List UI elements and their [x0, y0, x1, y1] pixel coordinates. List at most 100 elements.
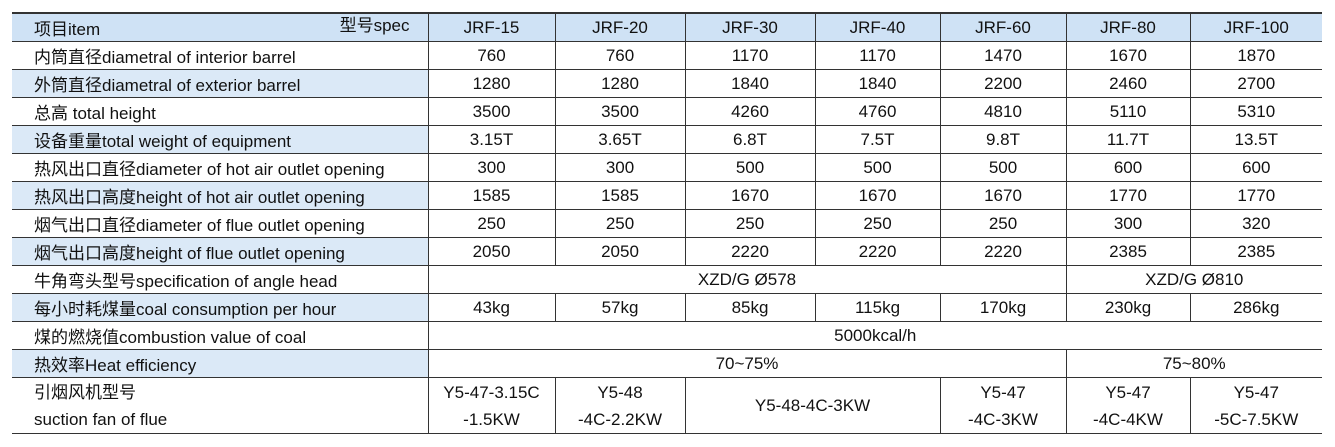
row-label: 烟气出口高度height of flue outlet opening	[12, 237, 428, 266]
row-label: 设备重量total weight of equipment	[12, 125, 428, 154]
model-header: JRF-30	[684, 12, 815, 42]
value-cell: 6.8T	[684, 125, 815, 154]
row-label: 内筒直径diametral of interior barrel	[12, 41, 428, 70]
header-corner-content: 项目item 型号spec	[34, 15, 428, 40]
value-cell: 7.5T	[814, 125, 940, 154]
row-label: 热效率Heat efficiency	[12, 349, 428, 378]
value-cell: Y5-48 -4C-2.2KW	[554, 377, 685, 434]
data-row: 每小时耗煤量coal consumption per hour 43kg 57kg 8…	[12, 293, 1322, 322]
value-cell-line: -1.5KW	[463, 409, 520, 429]
data-row: 烟气出口高度height of flue outlet opening 2050 2…	[12, 237, 1322, 266]
value-cell: 4760	[814, 97, 940, 126]
value-cell: 600	[1189, 153, 1322, 182]
value-cell: 1770	[1065, 181, 1190, 210]
value-cell: 250	[814, 209, 940, 238]
value-cell: 1670	[939, 181, 1066, 210]
data-row: 烟气出口直径diameter of flue outlet opening 250…	[12, 209, 1322, 238]
value-cell: 5310	[1189, 97, 1322, 126]
row-label: 烟气出口直径diameter of flue outlet opening	[12, 209, 428, 238]
value-cell: 1280	[554, 69, 685, 98]
value-cell: 1770	[1189, 181, 1322, 210]
data-row: 外筒直径diametral of exterior barrel 1280 1280…	[12, 69, 1322, 98]
value-cell: Y5-47-3.15C -1.5KW	[427, 377, 555, 434]
value-cell: 3500	[554, 97, 685, 126]
value-cell: 2220	[814, 237, 940, 266]
row-label: 每小时耗煤量coal consumption per hour	[12, 293, 428, 322]
data-row: 引烟风机型号 suction fan of flue Y5-47-3.15C -1.5…	[12, 377, 1322, 434]
value-cell: 1670	[814, 181, 940, 210]
value-cell: 170kg	[939, 293, 1066, 322]
row-label: 热风出口直径diameter of hot air outlet opening	[12, 153, 428, 182]
value-cell: 2385	[1189, 237, 1322, 266]
value-cell: 70~75%	[427, 349, 1066, 378]
model-header: JRF-15	[427, 12, 555, 42]
value-cell: Y5-47 -5C-7.5KW	[1189, 377, 1322, 434]
value-cell: 320	[1189, 209, 1322, 238]
row-label: 外筒直径diametral of exterior barrel	[12, 69, 428, 98]
value-cell: 1670	[1065, 41, 1190, 70]
value-cell-line: -4C-2.2KW	[577, 409, 663, 429]
value-cell: XZD/G Ø578	[427, 265, 1066, 294]
model-header: JRF-60	[939, 12, 1066, 42]
value-cell: 250	[684, 209, 815, 238]
value-cell: 1840	[814, 69, 940, 98]
value-cell: 250	[427, 209, 555, 238]
value-cell: 2050	[554, 237, 685, 266]
value-cell: 1870	[1189, 41, 1322, 70]
data-row: 牛角弯头型号specification of angle head XZD/G Ø…	[12, 265, 1322, 294]
value-cell: 300	[1065, 209, 1190, 238]
value-cell: 1670	[684, 181, 815, 210]
header-corner: 项目item 型号spec	[12, 12, 428, 42]
value-cell-line: Y5-47-3.15C	[443, 382, 540, 402]
model-header: JRF-20	[554, 12, 685, 42]
value-cell: 75~80%	[1065, 349, 1322, 378]
data-row: 煤的燃烧值combustion value of coal 5000kcal/h	[12, 321, 1322, 350]
value-cell-line: Y5-47	[980, 382, 1026, 402]
spec-label: 型号spec	[339, 16, 410, 35]
value-cell-line: -5C-7.5KW	[1214, 409, 1299, 429]
table-wrap: 项目item 型号spec JRF-15 JRF-20 JRF-30 JRF-40 JRF-…	[12, 12, 1322, 434]
value-cell: 2385	[1065, 237, 1190, 266]
value-cell-line: -4C-3KW	[968, 409, 1038, 429]
data-row: 热风出口高度height of hot air outlet opening 15…	[12, 181, 1322, 210]
value-cell-line: Y5-47	[1105, 382, 1151, 402]
data-row: 总高 total height 3500 3500 4260 4760 4810 5110 5…	[12, 97, 1322, 126]
value-cell: 230kg	[1065, 293, 1190, 322]
value-cell: XZD/G Ø810	[1065, 265, 1322, 294]
value-cell: Y5-47 -4C-4KW	[1065, 377, 1190, 434]
item-label: 项目item	[34, 20, 101, 39]
value-cell: 43kg	[427, 293, 555, 322]
value-cell: 5110	[1065, 97, 1190, 126]
value-cell: 760	[554, 41, 685, 70]
row-label-line: 引烟风机型号	[34, 382, 136, 402]
value-cell: 3500	[427, 97, 555, 126]
value-cell: 9.8T	[939, 125, 1066, 154]
value-cell: 3.15T	[427, 125, 555, 154]
value-cell: 250	[554, 209, 685, 238]
row-label: 热风出口高度height of hot air outlet opening	[12, 181, 428, 210]
data-row: 设备重量total weight of equipment 3.15T 3.65T 6…	[12, 125, 1322, 154]
value-cell: Y5-48-4C-3KW	[684, 377, 940, 434]
row-label: 煤的燃烧值combustion value of coal	[12, 321, 428, 350]
value-cell-line: Y5-48	[597, 382, 643, 402]
value-cell-line: -4C-4KW	[1093, 409, 1163, 429]
value-cell: 2200	[939, 69, 1066, 98]
value-cell: 3.65T	[554, 125, 685, 154]
value-cell: 11.7T	[1065, 125, 1190, 154]
value-cell: 1585	[554, 181, 685, 210]
value-cell: 2220	[939, 237, 1066, 266]
value-cell: 85kg	[684, 293, 815, 322]
value-cell: 4810	[939, 97, 1066, 126]
value-cell: 1280	[427, 69, 555, 98]
row-label: 引烟风机型号 suction fan of flue	[12, 377, 428, 434]
data-row: 热效率Heat efficiency 70~75% 75~80%	[12, 349, 1322, 378]
value-cell: 13.5T	[1189, 125, 1322, 154]
value-cell: Y5-47 -4C-3KW	[939, 377, 1066, 434]
value-cell: 600	[1065, 153, 1190, 182]
row-label: 牛角弯头型号specification of angle head	[12, 265, 428, 294]
value-cell: 1585	[427, 181, 555, 210]
model-header: JRF-100	[1189, 12, 1322, 42]
value-cell: 760	[427, 41, 555, 70]
value-cell: 2220	[684, 237, 815, 266]
value-cell: 1840	[684, 69, 815, 98]
